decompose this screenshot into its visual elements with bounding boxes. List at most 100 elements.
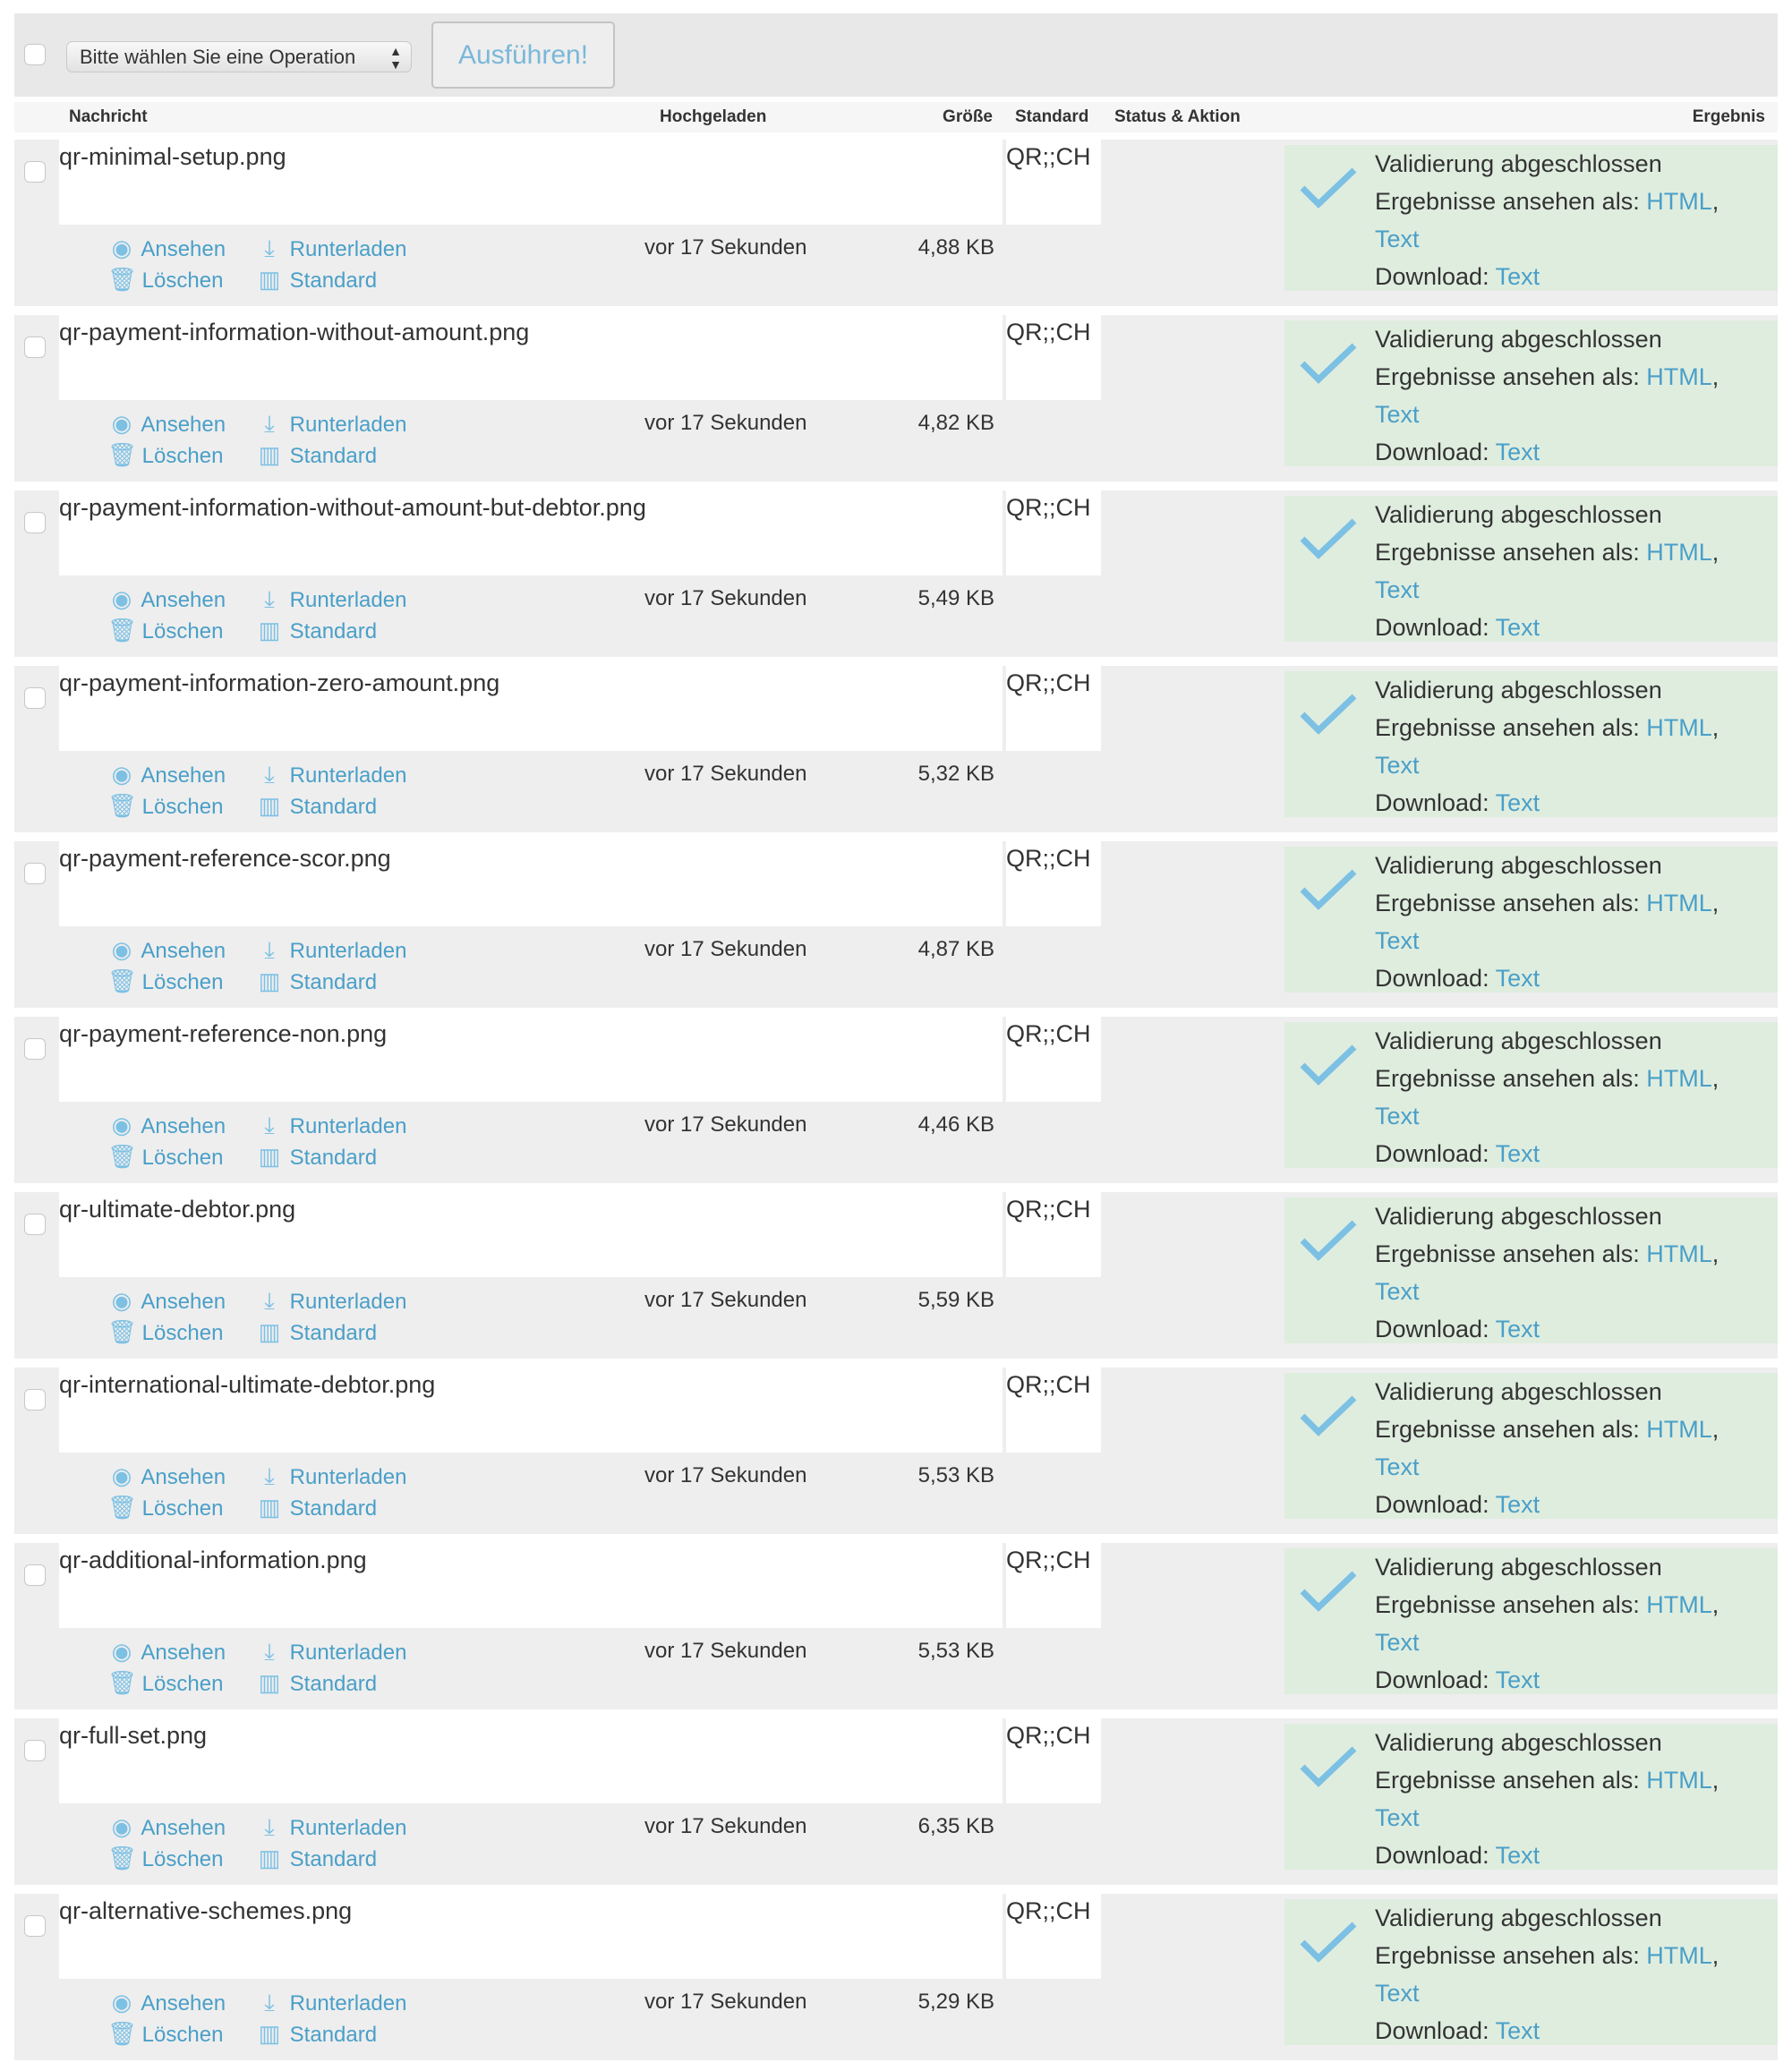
delete-link[interactable]: 🗑 Löschen [107, 2020, 223, 2049]
result-html-link[interactable]: HTML [1646, 890, 1712, 916]
result-html-link[interactable]: HTML [1646, 1767, 1712, 1794]
download-text-link[interactable]: Text [1495, 1491, 1540, 1518]
row-checkbox[interactable] [24, 1038, 46, 1060]
row-checkbox[interactable] [24, 1564, 46, 1586]
result-text-link[interactable]: Text [1375, 226, 1420, 252]
view-link[interactable]: ◉ Ansehen [107, 585, 226, 614]
download-text-link[interactable]: Text [1495, 439, 1540, 465]
view-link[interactable]: ◉ Ansehen [107, 1462, 226, 1491]
run-button[interactable]: Ausführen! [431, 21, 615, 89]
row-checkbox[interactable] [24, 1915, 46, 1937]
row-checkbox[interactable] [24, 687, 46, 709]
view-link[interactable]: ◉ Ansehen [107, 1813, 226, 1842]
result-text-link[interactable]: Text [1375, 1980, 1420, 2007]
header-message[interactable]: Nachricht [69, 107, 148, 126]
standard-link[interactable]: ▥ Standard [255, 967, 377, 996]
download-link[interactable]: ⤓ Runterladen [255, 1638, 406, 1666]
delete-link[interactable]: 🗑 Löschen [107, 1669, 223, 1698]
download-text-link[interactable]: Text [1495, 263, 1540, 290]
download-link[interactable]: ⤓ Runterladen [255, 585, 406, 614]
download-link[interactable]: ⤓ Runterladen [255, 761, 406, 789]
result-html-link[interactable]: HTML [1646, 1416, 1712, 1443]
download-link[interactable]: ⤓ Runterladen [255, 1989, 406, 2017]
standard-link[interactable]: ▥ Standard [255, 1494, 377, 1522]
header-size[interactable]: Größe [943, 107, 993, 126]
delete-link[interactable]: 🗑 Löschen [107, 1494, 223, 1522]
delete-link[interactable]: 🗑 Löschen [107, 792, 223, 821]
result-text-link[interactable]: Text [1375, 1804, 1420, 1831]
result-text-link[interactable]: Text [1375, 401, 1420, 428]
operation-select[interactable]: Bitte wählen Sie eine Operation ▲ ▼ [66, 41, 412, 72]
view-link[interactable]: ◉ Ansehen [107, 1638, 226, 1666]
standard-link[interactable]: ▥ Standard [255, 1318, 377, 1347]
download-link[interactable]: ⤓ Runterladen [255, 1813, 406, 1842]
standard-link[interactable]: ▥ Standard [255, 266, 377, 294]
download-text-link[interactable]: Text [1495, 965, 1540, 992]
result-html-link[interactable]: HTML [1646, 539, 1712, 566]
download-text-link[interactable]: Text [1495, 789, 1540, 816]
standard-link[interactable]: ▥ Standard [255, 1143, 377, 1172]
result-text-link[interactable]: Text [1375, 927, 1420, 954]
download-link[interactable]: ⤓ Runterladen [255, 234, 406, 263]
standard-link[interactable]: ▥ Standard [255, 792, 377, 821]
download-link[interactable]: ⤓ Runterladen [255, 1462, 406, 1491]
view-link[interactable]: ◉ Ansehen [107, 761, 226, 789]
view-link[interactable]: ◉ Ansehen [107, 936, 226, 965]
delete-link[interactable]: 🗑 Löschen [107, 967, 223, 996]
result-html-link[interactable]: HTML [1646, 1591, 1712, 1618]
standard-label: Standard [289, 444, 378, 468]
row-checkbox[interactable] [24, 1214, 46, 1235]
result-html-link[interactable]: HTML [1646, 1065, 1712, 1092]
result-html-link[interactable]: HTML [1646, 1942, 1712, 1969]
row-checkbox[interactable] [24, 863, 46, 884]
standard-link[interactable]: ▥ Standard [255, 1669, 377, 1698]
header-standard[interactable]: Standard [1015, 107, 1089, 126]
row-checkbox[interactable] [24, 1740, 46, 1761]
delete-link[interactable]: 🗑 Löschen [107, 441, 223, 470]
select-all-checkbox[interactable] [24, 44, 46, 65]
download-text-link[interactable]: Text [1495, 1666, 1540, 1693]
standard-link[interactable]: ▥ Standard [255, 1845, 377, 1873]
result-text-link[interactable]: Text [1375, 576, 1420, 603]
delete-link[interactable]: 🗑 Löschen [107, 266, 223, 294]
download-text-link[interactable]: Text [1495, 1842, 1540, 1869]
header-uploaded[interactable]: Hochgeladen [660, 107, 767, 126]
view-link[interactable]: ◉ Ansehen [107, 1989, 226, 2017]
result-text-link[interactable]: Text [1375, 1278, 1420, 1305]
delete-link[interactable]: 🗑 Löschen [107, 1845, 223, 1873]
comma: , [1711, 890, 1719, 916]
view-link[interactable]: ◉ Ansehen [107, 234, 226, 263]
delete-link[interactable]: 🗑 Löschen [107, 1143, 223, 1172]
download-link[interactable]: ⤓ Runterladen [255, 936, 406, 965]
view-link[interactable]: ◉ Ansehen [107, 1112, 226, 1140]
download-text-link[interactable]: Text [1495, 1140, 1540, 1167]
result-text-link[interactable]: Text [1375, 752, 1420, 779]
result-text-link[interactable]: Text [1375, 1629, 1420, 1656]
result-html-link[interactable]: HTML [1646, 1240, 1712, 1267]
result-text-line: Text [1375, 1097, 1420, 1135]
download-text-link[interactable]: Text [1495, 2017, 1540, 2044]
view-link[interactable]: ◉ Ansehen [107, 1287, 226, 1316]
delete-link[interactable]: 🗑 Löschen [107, 1318, 223, 1347]
file-size: 6,35 KB [917, 1814, 994, 1838]
result-html-link[interactable]: HTML [1646, 714, 1712, 741]
row-checkbox[interactable] [24, 1389, 46, 1410]
result-text-link[interactable]: Text [1375, 1103, 1420, 1129]
standard-link[interactable]: ▥ Standard [255, 2020, 377, 2049]
download-link[interactable]: ⤓ Runterladen [255, 1112, 406, 1140]
row-checkbox[interactable] [24, 161, 46, 183]
download-link[interactable]: ⤓ Runterladen [255, 1287, 406, 1316]
standard-link[interactable]: ▥ Standard [255, 617, 377, 645]
download-link[interactable]: ⤓ Runterladen [255, 410, 406, 439]
result-html-link[interactable]: HTML [1646, 188, 1712, 215]
download-text-link[interactable]: Text [1495, 1316, 1540, 1342]
view-results-label: Ergebnisse ansehen als: [1375, 714, 1640, 741]
row-checkbox[interactable] [24, 337, 46, 358]
standard-link[interactable]: ▥ Standard [255, 441, 377, 470]
row-checkbox[interactable] [24, 512, 46, 533]
download-text-link[interactable]: Text [1495, 614, 1540, 641]
result-text-link[interactable]: Text [1375, 1453, 1420, 1480]
result-html-link[interactable]: HTML [1646, 363, 1712, 390]
delete-link[interactable]: 🗑 Löschen [107, 617, 223, 645]
view-link[interactable]: ◉ Ansehen [107, 410, 226, 439]
